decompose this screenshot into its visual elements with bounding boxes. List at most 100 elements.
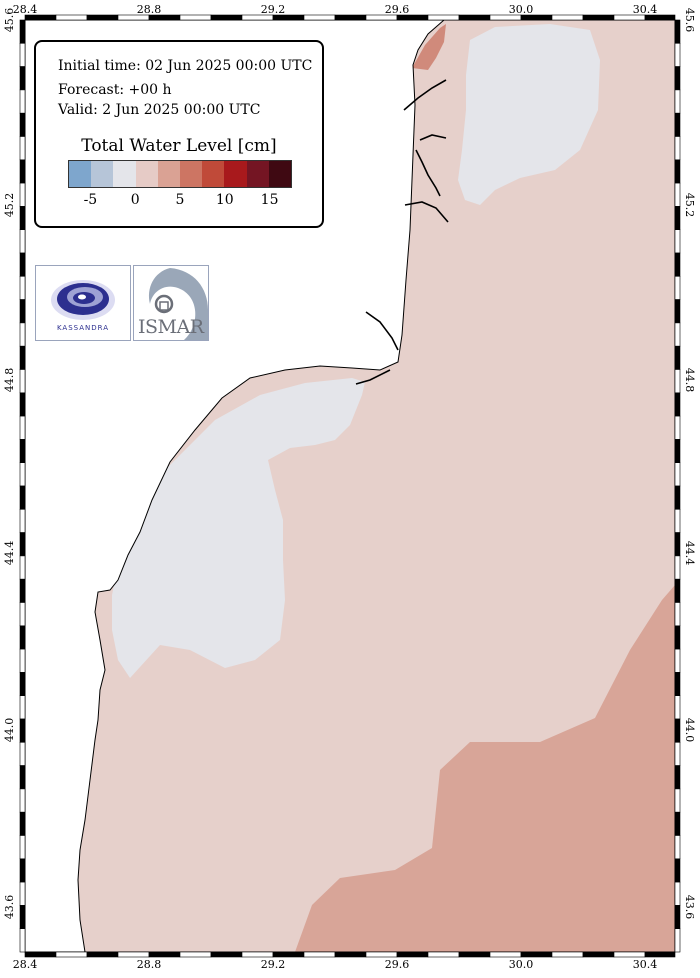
border-segment: [674, 905, 681, 930]
coordinate-label: 30.4: [633, 3, 658, 16]
coordinate-label: 44.0: [683, 718, 696, 743]
legend-swatch: [91, 161, 114, 187]
border-segment: [19, 858, 26, 883]
legend-swatch: [224, 161, 247, 187]
border-segment: [551, 14, 584, 21]
border-segment: [19, 578, 26, 603]
ismar-wave-icon: [148, 268, 208, 340]
border-segment: [674, 858, 681, 883]
border-segment: [19, 602, 26, 627]
border-segment: [210, 14, 243, 21]
border-segment: [674, 299, 681, 324]
border-segment: [19, 881, 26, 906]
legend-tick-label: 10: [215, 192, 234, 208]
border-segment: [19, 648, 26, 673]
kassandra-text: KASSANDRA: [56, 324, 110, 332]
coordinate-label: 30.0: [509, 3, 534, 16]
border-segment: [19, 439, 26, 463]
border-segment: [674, 928, 681, 953]
border-segment: [19, 718, 26, 743]
legend-tick-label: 15: [260, 192, 279, 208]
border-segment: [644, 14, 676, 21]
coordinate-label: 44.4: [683, 541, 696, 566]
border-segment: [674, 881, 681, 906]
border-segment: [148, 951, 181, 958]
border-segment: [365, 951, 398, 958]
border-segment: [674, 462, 681, 487]
checkered-border: [19, 14, 681, 958]
legend-swatch: [202, 161, 225, 187]
border-segment: [241, 951, 274, 958]
border-segment: [19, 112, 26, 137]
border-segment: [674, 532, 681, 557]
color-scale-bar: [68, 160, 292, 188]
border-segment: [674, 415, 681, 440]
coordinate-label: 28.4: [13, 958, 38, 971]
legend-swatch: [157, 161, 181, 187]
legend-swatch: [135, 161, 158, 187]
border-segment: [674, 695, 681, 720]
border-segment: [674, 811, 681, 836]
border-segment: [24, 951, 57, 958]
border-segment: [674, 765, 681, 790]
border-segment: [86, 14, 119, 21]
coordinate-label: 44.0: [3, 718, 16, 743]
border-segment: [674, 508, 681, 533]
border-segment: [674, 648, 681, 673]
legend-tick-label: 5: [175, 192, 185, 208]
border-segment: [458, 14, 491, 21]
border-segment: [674, 136, 681, 161]
border-segment: [427, 951, 460, 958]
sea-low-region-west: [112, 378, 365, 678]
border-segment: [117, 951, 150, 958]
coordinate-label: 29.2: [261, 3, 286, 16]
border-segment: [674, 229, 681, 254]
valid-time-text: Valid: 2 Jun 2025 00:00 UTC: [58, 102, 261, 118]
coordinate-label: 45.6: [3, 8, 16, 33]
coordinate-label: 44.4: [3, 541, 16, 566]
border-segment: [396, 951, 429, 958]
border-segment: [674, 322, 681, 347]
border-segment: [674, 369, 681, 394]
border-segment: [19, 89, 26, 114]
border-segment: [674, 66, 681, 91]
kassandra-swirl-icon: [51, 280, 115, 320]
border-segment: [19, 415, 26, 440]
border-segment: [644, 951, 676, 958]
legend-swatch: [113, 161, 136, 187]
border-segment: [19, 66, 26, 91]
border-segment: [674, 252, 681, 277]
coordinate-label: 45.6: [683, 8, 696, 33]
border-segment: [19, 252, 26, 277]
kassandra-logo: KASSANDRA: [35, 265, 131, 341]
coordinate-label: 45.2: [3, 193, 16, 218]
legend-swatch: [180, 161, 203, 187]
coordinate-label: 43.6: [3, 895, 16, 920]
legend-tick-label: 0: [130, 192, 140, 208]
border-segment: [674, 345, 681, 370]
border-segment: [19, 206, 26, 230]
border-segment: [674, 206, 681, 230]
border-segment: [19, 765, 26, 790]
coordinate-label: 28.8: [137, 958, 162, 971]
ismar-logo: ISMAR: [133, 265, 209, 341]
legend-tick-label: -5: [83, 192, 98, 208]
border-segment: [674, 718, 681, 743]
land-area: [24, 19, 446, 953]
border-segment: [19, 275, 26, 300]
coordinate-label: 45.2: [683, 193, 696, 218]
coordinate-label: 29.6: [385, 3, 410, 16]
border-segment: [179, 951, 212, 958]
coordinate-label: 30.4: [633, 958, 658, 971]
border-segment: [303, 14, 336, 21]
coordinate-label: 28.4: [13, 3, 38, 16]
border-segment: [551, 951, 584, 958]
border-segment: [19, 788, 26, 813]
border-segment: [303, 951, 336, 958]
sea-high-region: [295, 585, 675, 952]
coordinate-label: 29.2: [261, 958, 286, 971]
border-segment: [19, 695, 26, 720]
border-segment: [19, 532, 26, 557]
border-segment: [19, 741, 26, 766]
